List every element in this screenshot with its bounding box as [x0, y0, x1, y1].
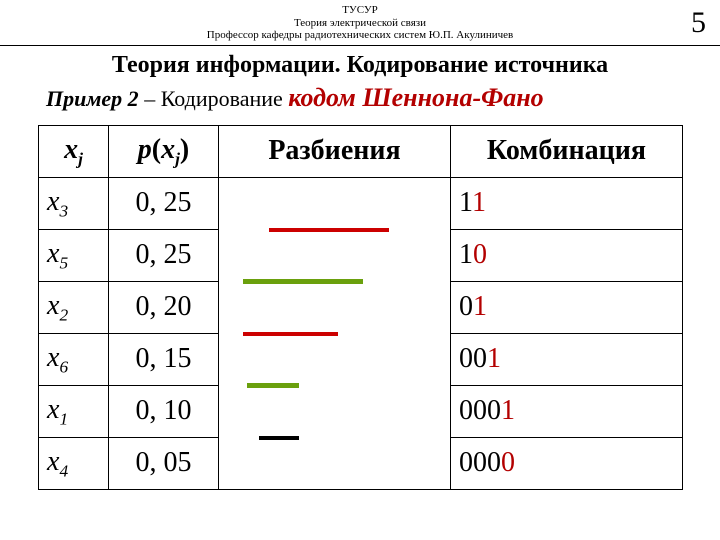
cell-combination: 0001: [451, 385, 683, 437]
cell-combination: 10: [451, 229, 683, 281]
partition-line: [243, 332, 338, 336]
shannon-fano-table: xj p(xj) Разбиения Комбинация x30, 2511x…: [38, 125, 683, 490]
cell-xj: x2: [39, 281, 109, 333]
table-wrap: xj p(xj) Разбиения Комбинация x30, 2511x…: [38, 125, 720, 490]
header-line-1: ТУСУР: [0, 4, 720, 17]
cell-probability: 0, 25: [109, 229, 219, 281]
slide-header: ТУСУР Теория электрической связи Професс…: [0, 0, 720, 46]
cell-combination: 0000: [451, 437, 683, 489]
cell-probability: 0, 20: [109, 281, 219, 333]
title-sub-lead: Пример 2: [46, 86, 139, 111]
cell-xj: x4: [39, 437, 109, 489]
table-header-row: xj p(xj) Разбиения Комбинация: [39, 125, 683, 177]
table-body: x30, 2511x50, 2510x20, 2001x60, 15001x10…: [39, 177, 683, 489]
header-line-2: Теория электрической связи: [0, 17, 720, 30]
cell-probability: 0, 15: [109, 333, 219, 385]
title-sub-mid: – Кодирование: [139, 86, 289, 111]
cell-combination: 11: [451, 177, 683, 229]
header-line-3: Профессор кафедры радиотехнических систе…: [0, 29, 720, 42]
cell-probability: 0, 05: [109, 437, 219, 489]
cell-partitions: [219, 177, 451, 489]
cell-probability: 0, 25: [109, 177, 219, 229]
title-main: Теория информации. Кодирование источника: [40, 52, 680, 79]
cell-combination: 001: [451, 333, 683, 385]
cell-xj: x5: [39, 229, 109, 281]
partition-line: [247, 383, 299, 388]
col-header-p: p(xj): [109, 125, 219, 177]
col-header-xj: xj: [39, 125, 109, 177]
partition-line: [269, 228, 389, 232]
cell-probability: 0, 10: [109, 385, 219, 437]
col-header-partitions: Разбиения: [219, 125, 451, 177]
partition-line: [243, 279, 363, 284]
partition-line: [259, 436, 299, 440]
col-header-combination: Комбинация: [451, 125, 683, 177]
cell-xj: x3: [39, 177, 109, 229]
title-sub: Пример 2 – Кодирование кодом Шеннона-Фан…: [46, 83, 720, 113]
table-row: x30, 25 11: [39, 177, 683, 229]
cell-combination: 01: [451, 281, 683, 333]
header-lines: ТУСУР Теория электрической связи Професс…: [0, 4, 720, 46]
title-sub-red: кодом Шеннона-Фано: [288, 83, 543, 112]
cell-xj: x1: [39, 385, 109, 437]
page-number: 5: [691, 6, 706, 40]
title-block: Теория информации. Кодирование источника: [40, 52, 680, 79]
cell-xj: x6: [39, 333, 109, 385]
